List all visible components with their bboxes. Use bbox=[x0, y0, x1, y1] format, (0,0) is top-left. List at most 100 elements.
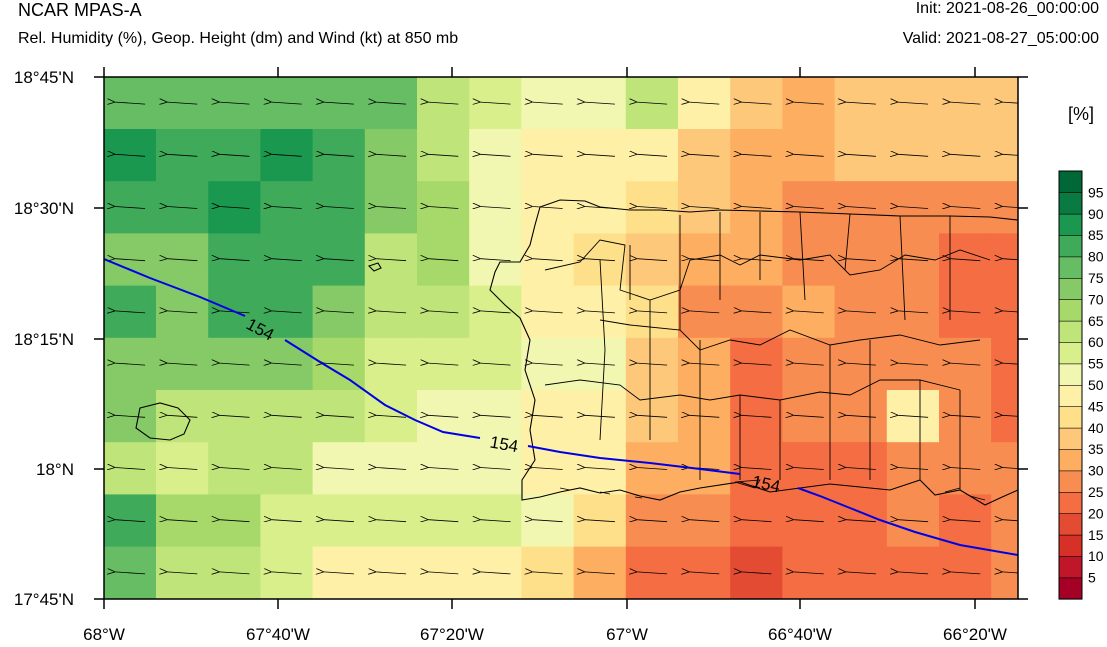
wind-arrow bbox=[533, 572, 563, 574]
x-tick-label: 66°20'W bbox=[943, 625, 1007, 644]
colorbar-level-label: 30 bbox=[1088, 463, 1104, 479]
wind-arrow bbox=[794, 415, 824, 417]
wind-arrow bbox=[115, 363, 146, 365]
wind-arrow bbox=[376, 311, 407, 313]
wind-arrow bbox=[898, 363, 929, 365]
wind-arrow bbox=[533, 624, 563, 626]
wind-arrow bbox=[167, 259, 198, 261]
wind-arrow bbox=[689, 102, 720, 104]
wind-arrow bbox=[167, 363, 198, 365]
wind-arrow bbox=[481, 102, 511, 104]
wind-arrow bbox=[481, 520, 511, 522]
humidity-cell bbox=[312, 598, 366, 599]
wind-arrow bbox=[898, 259, 929, 261]
wind-arrow bbox=[846, 468, 876, 470]
wind-arrow bbox=[220, 468, 250, 470]
wind-arrow bbox=[481, 415, 511, 417]
wind-arrow bbox=[167, 311, 198, 313]
coastline-boundaries bbox=[135, 199, 1018, 506]
wind-arrow bbox=[846, 259, 876, 261]
wind-arrow bbox=[481, 468, 511, 470]
wind-arrow bbox=[950, 415, 981, 417]
wind-arrow bbox=[533, 102, 563, 104]
wind-arrow bbox=[585, 311, 615, 313]
colorbar-swatch bbox=[1058, 470, 1083, 493]
colorbar-swatch bbox=[1058, 320, 1083, 343]
colorbar-level-label: 85 bbox=[1088, 227, 1104, 243]
wind-arrow bbox=[742, 624, 772, 626]
y-tick-label: 18°30'N bbox=[14, 199, 74, 218]
wind-arrow bbox=[167, 624, 197, 626]
wind-arrow bbox=[846, 207, 876, 209]
wind-arrow bbox=[167, 154, 198, 156]
colorbar-swatch bbox=[1058, 256, 1083, 279]
wind-arrow bbox=[950, 207, 981, 209]
wind-arrow bbox=[115, 259, 146, 261]
wind-arrow bbox=[794, 311, 824, 313]
colorbar-swatch bbox=[1058, 577, 1083, 600]
wind-arrow bbox=[115, 468, 146, 470]
x-tick-label: 67°20'W bbox=[420, 625, 484, 644]
colorbar-swatch bbox=[1058, 448, 1083, 472]
wind-arrow bbox=[950, 154, 981, 156]
wind-arrow bbox=[481, 363, 511, 365]
wind-arrow bbox=[533, 363, 563, 365]
wind-arrow bbox=[324, 624, 354, 626]
wind-arrow bbox=[481, 624, 511, 626]
x-tick-label: 66°40'W bbox=[768, 625, 832, 644]
wind-arrow bbox=[428, 572, 459, 574]
wind-arrow bbox=[585, 363, 615, 365]
wind-arrow bbox=[533, 154, 563, 156]
desecheo-island bbox=[367, 262, 382, 272]
humidity-cell bbox=[521, 598, 575, 599]
wind-arrow bbox=[846, 102, 876, 104]
wind-arrow bbox=[585, 415, 615, 417]
wind-arrow bbox=[794, 468, 824, 470]
wind-arrow bbox=[428, 102, 459, 104]
wind-arrow bbox=[689, 154, 720, 156]
colorbar-level-label: 55 bbox=[1088, 356, 1104, 372]
colorbar-swatch bbox=[1058, 406, 1083, 429]
wind-arrow bbox=[167, 572, 198, 574]
x-tick-label: 67°W bbox=[606, 625, 648, 644]
colorbar-level-label: 15 bbox=[1088, 527, 1104, 543]
wind-arrow bbox=[481, 311, 511, 313]
wind-arrow bbox=[637, 363, 668, 365]
colorbar-frame bbox=[1058, 170, 1083, 600]
wind-arrow bbox=[898, 624, 928, 626]
wind-arrow bbox=[742, 363, 772, 365]
colorbar-swatch bbox=[1058, 427, 1083, 450]
colorbar-level-label: 25 bbox=[1088, 484, 1104, 500]
wind-arrow bbox=[689, 624, 719, 626]
y-tick-label: 18°15'N bbox=[14, 330, 74, 349]
wind-arrow bbox=[637, 102, 668, 104]
colorbar-swatch bbox=[1058, 213, 1083, 236]
wind-arrow bbox=[898, 468, 929, 470]
wind-arrow bbox=[324, 311, 354, 313]
wind-arrow bbox=[794, 154, 824, 156]
wind-arrow bbox=[742, 207, 772, 209]
wind-arrow bbox=[898, 415, 929, 417]
wind-arrow bbox=[324, 363, 354, 365]
colorbar-level-label: 35 bbox=[1088, 441, 1104, 457]
wind-arrow bbox=[115, 154, 146, 156]
wind-arrow bbox=[220, 259, 250, 261]
colorbar-level-label: 95 bbox=[1088, 184, 1104, 200]
wind-arrow bbox=[585, 207, 615, 209]
wind-arrow bbox=[689, 207, 720, 209]
wind-arrow bbox=[846, 624, 876, 626]
wind-arrow bbox=[533, 207, 563, 209]
wind-arrow bbox=[898, 154, 929, 156]
init-time: Init: 2021-08-26_00:00:00 bbox=[915, 0, 1099, 17]
humidity-cell bbox=[678, 598, 731, 599]
wind-arrow bbox=[585, 154, 615, 156]
wind-arrow bbox=[950, 363, 981, 365]
wind-arrow bbox=[272, 415, 302, 417]
colorbar-level-label: 80 bbox=[1088, 249, 1104, 265]
colorbar-swatch bbox=[1058, 363, 1083, 386]
wind-arrow bbox=[846, 520, 876, 522]
valid-time: Valid: 2021-08-27_05:00:00 bbox=[902, 30, 1099, 47]
wind-arrow bbox=[376, 207, 407, 209]
southern-cays bbox=[559, 479, 986, 501]
